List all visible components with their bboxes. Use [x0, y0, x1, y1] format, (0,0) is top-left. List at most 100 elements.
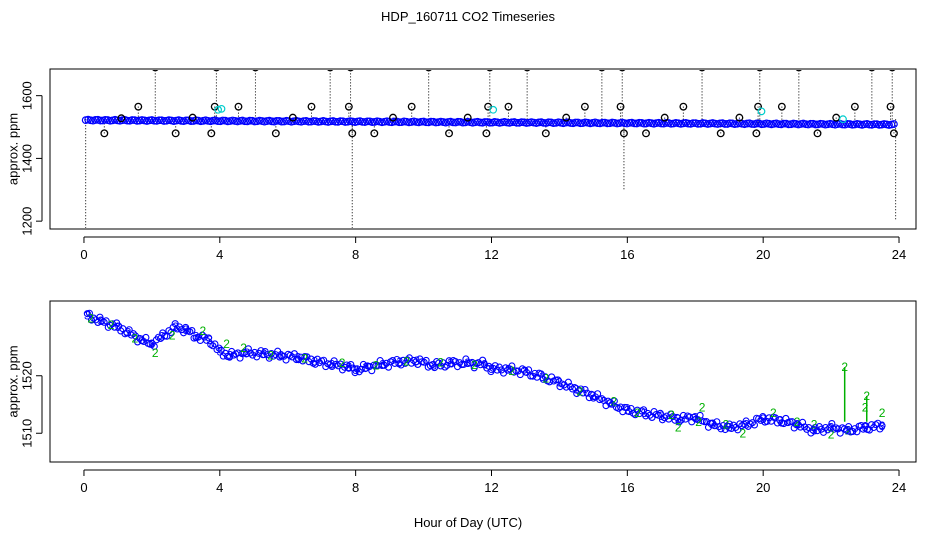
baseline-point	[336, 117, 345, 126]
series-2-marker: 2	[668, 408, 675, 422]
outlier-point	[213, 70, 220, 72]
series-3-trace-point	[700, 418, 708, 426]
baseline-point	[417, 117, 426, 126]
series-2-marker: 2	[610, 395, 617, 409]
outlier-point	[699, 70, 706, 72]
series-3-trace-point	[525, 366, 533, 374]
series-2-marker: 2	[301, 352, 308, 366]
baseline-point	[331, 117, 340, 126]
series-3-trace-point	[215, 344, 223, 352]
baseline-point	[603, 119, 612, 128]
series-3-trace-point	[470, 364, 478, 372]
series-2-marker: 2	[152, 346, 159, 360]
y-axis-label: approx. ppm	[5, 113, 20, 185]
series-3-marker: 3	[182, 323, 189, 337]
series-3-trace-point	[679, 411, 687, 420]
series-3-marker: 3	[396, 355, 403, 369]
baseline-point	[549, 119, 558, 128]
x-tick-label: 0	[80, 480, 87, 495]
x-axis-label: Hour of Day (UTC)	[413, 515, 523, 530]
baseline-point	[779, 119, 788, 128]
series-3-trace-point	[669, 412, 677, 421]
baseline-point	[390, 117, 399, 126]
outlier-point	[234, 102, 243, 111]
baseline-point	[250, 117, 259, 126]
outlier-point	[347, 70, 354, 72]
outlier-point	[134, 102, 143, 111]
series-2-marker: 2	[132, 331, 139, 345]
outlier-point	[370, 129, 379, 138]
series-3-trace-point	[391, 359, 399, 367]
baseline-point	[299, 117, 308, 125]
series-3-trace-point	[345, 364, 353, 372]
x-tick-label: 8	[352, 480, 359, 495]
outlier-point	[307, 102, 316, 111]
series-3-trace-point	[98, 317, 106, 325]
y-tick-label: 1600	[19, 81, 34, 110]
outlier-point	[619, 70, 626, 72]
outlier-point	[889, 129, 898, 138]
x-tick-label: 4	[216, 480, 223, 495]
series-3-trace-point	[453, 363, 462, 371]
series-3-marker: 3	[777, 414, 784, 428]
series-3-trace-point	[263, 351, 271, 359]
series-3-marker: 3	[811, 423, 818, 437]
series-3-trace-point	[755, 415, 763, 423]
outlier-point	[886, 102, 895, 111]
baseline-point	[485, 118, 494, 127]
series-3-trace-point	[719, 422, 727, 430]
x-tick-label: 24	[892, 480, 906, 495]
series-3-marker: 3	[206, 333, 213, 347]
series-3-trace-point	[257, 347, 265, 355]
series-3-marker: 3	[149, 337, 156, 351]
baseline-point	[534, 118, 543, 127]
outlier-point	[152, 70, 159, 72]
baseline-point	[277, 117, 286, 126]
series-3-trace-point	[456, 359, 464, 367]
x-tick-label: 24	[892, 247, 906, 262]
series-3-marker: 3	[505, 362, 512, 376]
series-2-marker: 2	[576, 384, 583, 398]
series-3-marker: 3	[675, 412, 682, 426]
outlier-point	[344, 102, 353, 111]
series-3-trace-point	[491, 362, 499, 370]
series-3-marker: 3	[658, 409, 665, 423]
series-3-marker: 3	[362, 361, 369, 375]
series-3-trace-point	[479, 356, 487, 364]
series-3-marker: 3	[481, 357, 488, 371]
series-3-trace-point	[623, 403, 631, 412]
series-3-trace-point	[106, 321, 114, 329]
outlier-point	[752, 129, 761, 138]
series-3-trace-point	[767, 417, 775, 425]
series-3-trace-point	[554, 376, 562, 384]
outlier-point	[271, 129, 280, 138]
baseline-point	[449, 118, 457, 127]
series-3-trace-point	[512, 367, 520, 375]
series-2-marker: 2	[403, 354, 410, 368]
cyan-point	[489, 105, 498, 114]
baseline-point	[757, 120, 766, 129]
series-3-marker: 3	[607, 396, 614, 410]
baseline-point	[358, 117, 367, 126]
series-3-trace-point	[173, 325, 181, 333]
baseline-point	[422, 118, 431, 127]
outlier-point	[580, 102, 589, 111]
series-3-trace-point	[198, 331, 206, 339]
x-tick-label: 20	[756, 247, 770, 262]
baseline-point	[544, 118, 553, 127]
baseline-point	[625, 119, 634, 127]
series-3-trace-point	[581, 385, 589, 394]
series-3-trace-point	[583, 389, 591, 397]
series-3-trace-point	[334, 362, 342, 370]
series-3-marker: 3	[862, 421, 869, 435]
series-3-trace-point	[380, 361, 388, 369]
outlier-point	[407, 102, 416, 111]
baseline-point	[752, 119, 761, 128]
baseline-point	[326, 117, 335, 126]
series-3-trace-point	[441, 363, 449, 371]
baseline-point	[657, 119, 666, 128]
series-2-marker: 2	[770, 406, 777, 420]
series-3-marker: 3	[193, 330, 200, 344]
series-3-marker: 3	[352, 363, 359, 377]
